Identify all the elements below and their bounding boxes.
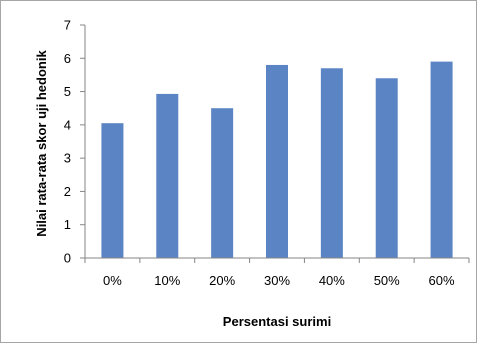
x-tick-label: 20% — [209, 273, 235, 288]
y-tick-label: 6 — [64, 51, 71, 66]
y-tick-label: 1 — [64, 217, 71, 232]
y-tick-label: 0 — [64, 251, 71, 266]
y-tick-label: 4 — [64, 117, 71, 132]
bar-60pct — [430, 61, 453, 258]
x-tick-label: 40% — [319, 273, 345, 288]
y-tick-label: 2 — [64, 184, 71, 199]
bar-10pct — [156, 93, 179, 258]
y-axis-title: Nilai rata-rata skor uji hedonik — [34, 50, 49, 237]
bar-30pct — [266, 64, 288, 258]
bar-0pct — [101, 123, 124, 258]
x-ticks: 0% 10% 20% 30% 40% 50% 60% — [84, 258, 470, 288]
bars-group — [101, 61, 453, 259]
bar-50pct — [375, 78, 398, 258]
x-tick-label: 60% — [429, 273, 455, 288]
bar-20pct — [211, 108, 234, 258]
x-tick-label: 50% — [374, 273, 400, 288]
x-axis-title: Persentasi surimi — [223, 314, 331, 329]
y-tick-label: 3 — [64, 151, 71, 166]
y-tick-label: 7 — [64, 18, 71, 33]
bar-40pct — [320, 68, 343, 259]
y-ticks: 0 1 2 3 4 5 6 7 — [64, 18, 85, 266]
x-tick-label: 30% — [264, 273, 290, 288]
y-tick-label: 5 — [64, 84, 71, 99]
x-tick-label: 10% — [154, 273, 180, 288]
x-tick-label: 0% — [103, 273, 122, 288]
